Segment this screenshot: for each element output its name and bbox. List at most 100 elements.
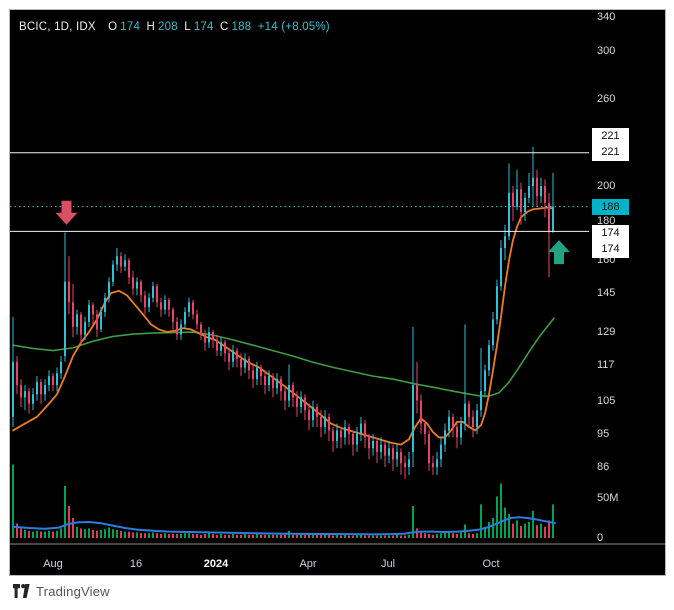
candle-body <box>292 385 294 398</box>
volume-bar <box>384 535 386 538</box>
candle-body <box>112 264 114 282</box>
candle-body <box>276 379 278 389</box>
candle-body <box>360 423 362 434</box>
candle-body <box>480 391 482 411</box>
volume-bar <box>292 534 294 538</box>
candle-body <box>312 406 314 421</box>
candle-body <box>464 403 466 424</box>
arrow-up-marker[interactable] <box>548 240 570 265</box>
volume-bar <box>24 530 26 538</box>
candle-body <box>456 426 458 438</box>
candle-body <box>228 353 230 362</box>
volume-bar <box>524 523 526 538</box>
candle-body <box>452 416 454 427</box>
candle-body <box>552 206 554 233</box>
arrow-down-marker[interactable] <box>55 200 78 225</box>
volume-bar <box>456 534 458 538</box>
volume-bar <box>140 533 142 538</box>
candle-body <box>412 385 414 452</box>
volume-bar <box>272 534 274 538</box>
candle-body <box>492 319 494 346</box>
candle-body <box>36 382 38 395</box>
candle-body <box>104 297 106 312</box>
volume-bar <box>136 532 138 538</box>
volume-bar <box>196 534 198 538</box>
candle-body <box>516 189 518 207</box>
volume-bar <box>436 534 438 538</box>
candle-body <box>332 430 334 441</box>
volume-bar <box>368 535 370 538</box>
candle-body <box>188 302 190 312</box>
volume-bar <box>432 534 434 538</box>
volume-bar <box>120 530 122 538</box>
low-value: 174 <box>193 21 214 33</box>
candle-body <box>76 314 78 327</box>
candle-body <box>344 426 346 438</box>
volume-bar <box>408 534 410 538</box>
volume-bar <box>132 532 134 538</box>
volume-bar <box>324 534 326 538</box>
candle-body <box>324 416 326 427</box>
close-value: 188 <box>231 21 252 33</box>
candle-body <box>232 350 234 362</box>
candle-body <box>296 397 298 407</box>
volume-bar <box>440 533 442 538</box>
ma-fast-line[interactable] <box>12 206 554 446</box>
candle-body <box>92 304 94 315</box>
open-label: O <box>108 21 118 33</box>
volume-bar <box>100 530 102 538</box>
candle-body <box>476 410 478 427</box>
volume-bar <box>356 534 358 538</box>
candle-body <box>356 433 358 445</box>
symbol-legend[interactable]: BCIC, 1D, IDX O 174 H 208 L 174 C 188 +14 (+… <box>19 21 333 33</box>
volume-bar <box>492 518 494 538</box>
volume-bar <box>332 535 334 538</box>
volume-bar <box>144 533 146 538</box>
volume-bar <box>552 504 554 538</box>
volume-bar <box>544 526 546 538</box>
volume-bar <box>20 528 22 538</box>
time-axis[interactable]: Aug 16 2024 Apr Jul Oct <box>10 554 665 584</box>
time-tick-apr: Apr <box>299 558 317 570</box>
candle-body <box>64 281 66 357</box>
volume-bar <box>28 530 30 538</box>
volume-bar <box>312 534 314 538</box>
tradingview-watermark[interactable]: TradingView <box>13 580 110 602</box>
volume-bar <box>124 531 126 538</box>
price-tick-label: 300 <box>597 44 616 57</box>
high-value: 208 <box>158 21 178 33</box>
candle-body <box>132 277 134 289</box>
volume-bar <box>168 534 170 538</box>
volume-bar <box>204 534 206 538</box>
volume-bar <box>188 533 190 538</box>
candle-body <box>300 397 302 407</box>
volume-bar <box>516 520 518 538</box>
volume-bar <box>220 534 222 538</box>
candle-body <box>264 376 266 386</box>
volume-bar <box>300 534 302 538</box>
candle-body <box>336 430 338 441</box>
volume-bar <box>44 531 46 538</box>
candle-body <box>224 342 226 354</box>
price-chart-canvas[interactable] <box>10 10 665 575</box>
price-tick-label: 105 <box>597 394 616 407</box>
candle-body <box>200 324 202 335</box>
price-tick-label: 129 <box>597 326 616 339</box>
volume-bar <box>336 534 338 538</box>
volume-bar <box>380 535 382 538</box>
ma-slow-line[interactable] <box>12 317 555 397</box>
price-tick-label: 95 <box>597 427 610 440</box>
volume-bar <box>376 535 378 538</box>
symbol-name[interactable]: BCIC, 1D, IDX <box>19 21 96 33</box>
volume-bar <box>532 510 534 538</box>
volume-bar <box>40 531 42 538</box>
chart-panel[interactable]: BCIC, 1D, IDX O 174 H 208 L 174 C 188 +14 (+… <box>9 9 666 576</box>
volume-bar <box>424 533 426 538</box>
volume-bar <box>508 514 510 538</box>
volume-bar <box>92 530 94 538</box>
candle-body <box>304 397 306 411</box>
volume-bar <box>308 534 310 538</box>
candle-body <box>236 350 238 359</box>
candle-body <box>280 379 282 392</box>
volume-bar <box>528 522 530 538</box>
